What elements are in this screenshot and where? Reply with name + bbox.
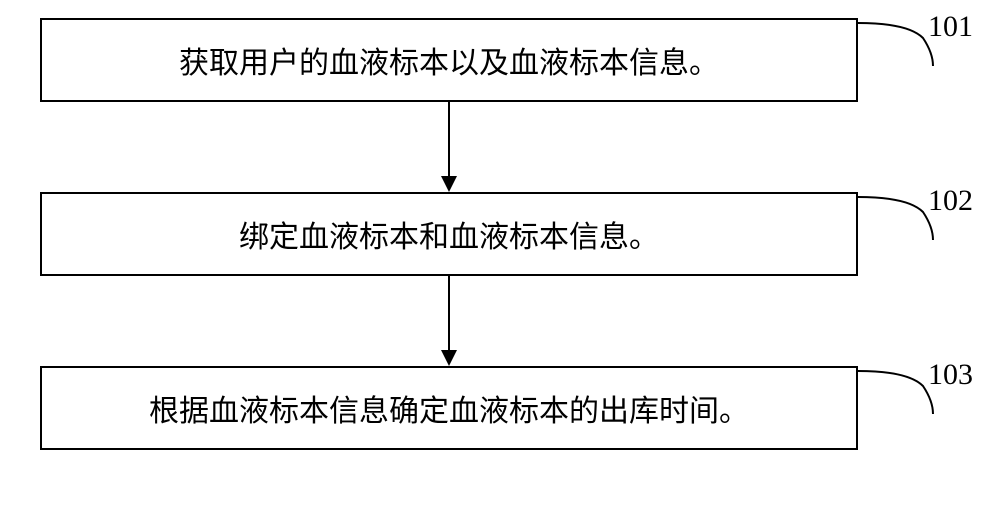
flowchart-step: 根据血液标本信息确定血液标本的出库时间。 [40,366,858,450]
flowchart-step: 获取用户的血液标本以及血液标本信息。 [40,18,858,102]
flowchart-arrow [434,276,464,366]
flowchart-step: 绑定血液标本和血液标本信息。 [40,192,858,276]
step-text: 根据血液标本信息确定血液标本的出库时间。 [149,386,749,430]
step-number: 101 [928,10,973,44]
step-number: 103 [928,358,973,392]
step-number: 102 [928,184,973,218]
step-text: 获取用户的血液标本以及血液标本信息。 [179,38,719,82]
flowchart-arrow [434,102,464,192]
step-text: 绑定血液标本和血液标本信息。 [239,212,659,256]
